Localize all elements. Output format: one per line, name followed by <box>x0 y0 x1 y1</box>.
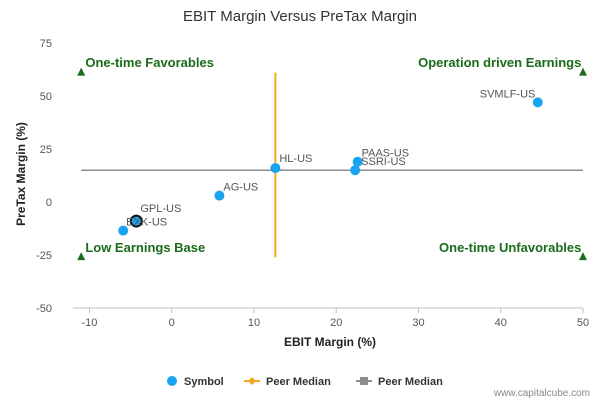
x-tick-label: 0 <box>169 317 175 329</box>
chart-title: EBIT Margin Versus PreTax Margin <box>183 8 417 25</box>
legend-symbol-label: Symbol <box>184 376 224 388</box>
y-tick-label: 50 <box>40 91 52 103</box>
quadrant-marker-bottom-left <box>77 252 86 261</box>
legend-median-y-marker <box>360 377 368 385</box>
data-point <box>214 190 225 201</box>
data-point-label: PAAS-US <box>362 148 409 160</box>
data-point <box>350 165 361 176</box>
data-point <box>118 225 129 236</box>
x-tick-label: 10 <box>248 317 260 329</box>
data-point <box>532 97 543 108</box>
quadrant-label-top-left: One-time Favorables <box>85 55 214 70</box>
data-point-label: EXK-US <box>126 217 167 229</box>
credit-text: www.capitalcube.com <box>493 388 590 399</box>
quadrant-label-bottom-left: Low Earnings Base <box>85 240 205 255</box>
data-point <box>131 216 142 227</box>
legend-median-x-marker <box>248 377 256 385</box>
x-tick-label: 30 <box>412 317 424 329</box>
x-axis-title: EBIT Margin (%) <box>284 335 376 349</box>
legend-median-x-label: Peer Median <box>266 376 331 388</box>
quadrant-marker-top-left <box>77 67 86 76</box>
x-tick-label: -10 <box>81 317 97 329</box>
data-point-label: HL-US <box>279 153 312 165</box>
quadrant-label-bottom-right: One-time Unfavorables <box>439 240 581 255</box>
data-point <box>270 163 281 174</box>
y-tick-label: 75 <box>40 38 52 50</box>
y-tick-label: 0 <box>46 197 52 209</box>
data-point-label: SSRI-US <box>361 156 406 168</box>
legend-symbol-marker <box>167 376 177 386</box>
y-tick-label: -50 <box>36 303 52 315</box>
data-point-label: GPL-US <box>140 203 181 215</box>
data-point-label: AG-US <box>223 182 258 194</box>
y-tick-label: 25 <box>40 144 52 156</box>
quadrant-label-top-right: Operation driven Earnings <box>418 55 581 70</box>
quadrant-marker-top-right <box>579 67 587 76</box>
x-tick-label: 20 <box>330 317 342 329</box>
y-tick-label: -25 <box>36 250 52 262</box>
x-tick-label: 40 <box>495 317 507 329</box>
quadrant-marker-bottom-right <box>579 252 587 261</box>
x-tick-label: 50 <box>577 317 589 329</box>
legend-median-y-label: Peer Median <box>378 376 443 388</box>
y-axis-title: PreTax Margin (%) <box>14 122 28 226</box>
data-point <box>352 156 363 167</box>
highlight-ring <box>129 214 143 228</box>
data-point-label: SVMLF-US <box>480 88 536 100</box>
